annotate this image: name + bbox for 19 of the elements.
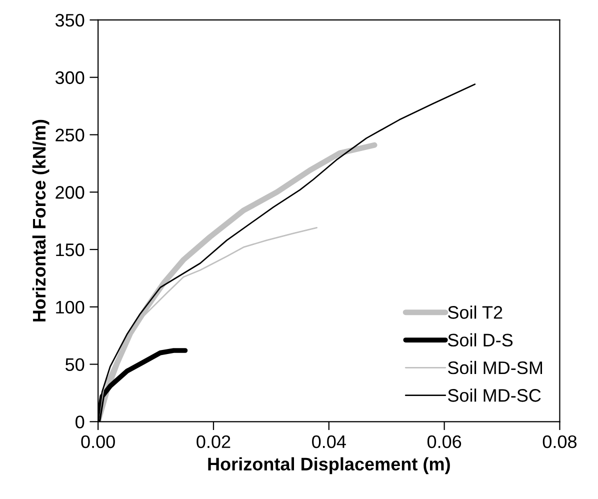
y-tick-label: 350 (55, 14, 84, 27)
legend-label: Soil D-S (448, 333, 513, 347)
x-tick-label: 0.04 (312, 435, 346, 448)
x-axis-title: Horizontal Displacement (m) (208, 457, 450, 474)
x-tick-label: 0.00 (81, 435, 115, 448)
y-tick-label: 0 (76, 416, 84, 428)
legend-label: Soil MD-SM (448, 360, 542, 374)
y-tick-label: 150 (56, 243, 84, 256)
x-tick-label: 0.02 (196, 435, 230, 448)
x-tick-label: 0.08 (542, 435, 577, 448)
x-tick-label: 0.06 (427, 435, 462, 448)
y-tick-label: 100 (56, 300, 84, 314)
legend-label: Soil T2 (448, 306, 502, 319)
y-tick-label: 200 (56, 186, 84, 199)
y-axis-title: Horizontal Force (kN/m) (32, 120, 50, 322)
y-tick-label: 50 (66, 358, 84, 371)
legend-label: Soil MD-SC (448, 388, 541, 402)
y-tick-label: 300 (55, 71, 84, 84)
y-tick-label: 250 (56, 128, 84, 142)
